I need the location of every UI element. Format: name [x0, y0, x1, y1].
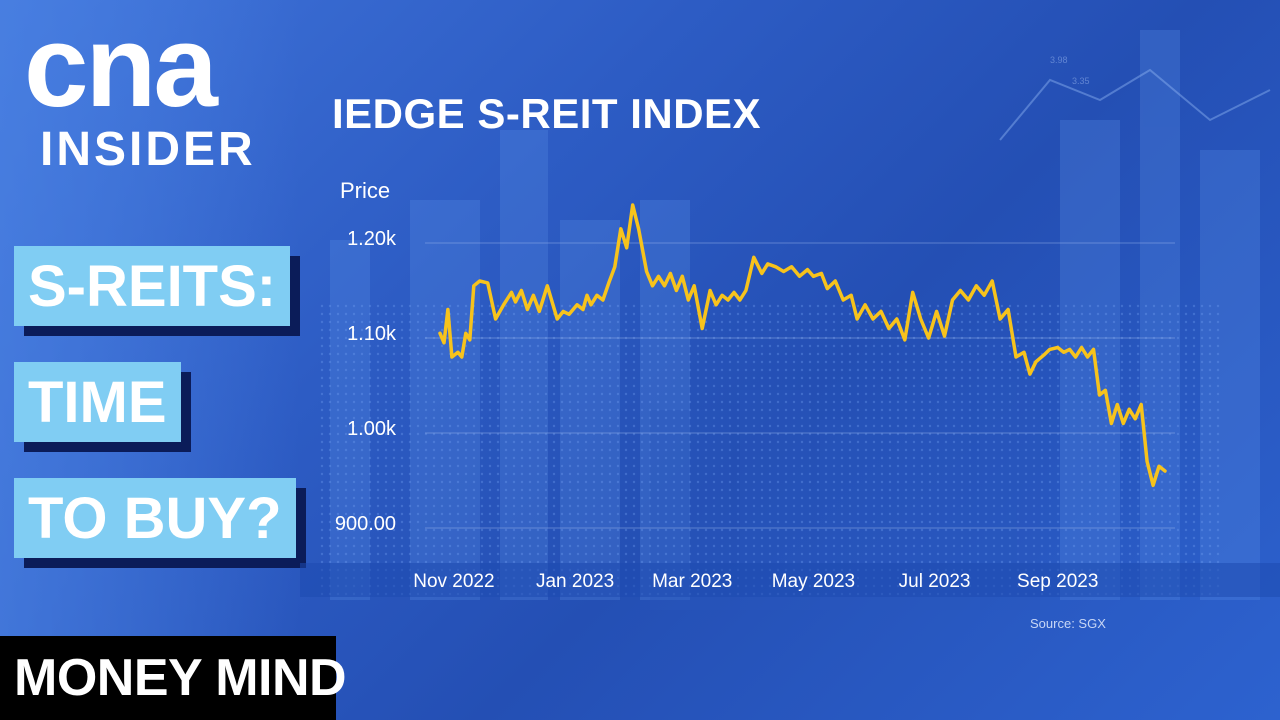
- x-tick-label: May 2023: [772, 571, 855, 592]
- chart-title: IEDGE S-REIT INDEX: [332, 90, 762, 137]
- logo-main-text: cna: [24, 1, 218, 131]
- y-tick-label: 900.00: [335, 513, 396, 535]
- svg-text:3.98: 3.98: [1050, 55, 1068, 65]
- y-tick-labels: 1.20k 1.10k 1.00k 900.00: [335, 228, 397, 535]
- x-axis-band: [300, 563, 1280, 597]
- headline-line-3: TO BUY?: [14, 478, 296, 558]
- logo-sub-text: INSIDER: [40, 123, 256, 176]
- headline-line-1: S-REITS:: [14, 246, 291, 326]
- cna-insider-logo: cna INSIDER: [24, 1, 256, 177]
- money-mind-brand: MONEY MIND: [0, 636, 347, 720]
- x-tick-label: Jan 2023: [536, 571, 614, 592]
- headline-line-2: TIME: [14, 362, 181, 442]
- x-tick-label: Sep 2023: [1017, 571, 1098, 592]
- y-tick-label: 1.20k: [347, 228, 397, 250]
- series-line: [438, 203, 1167, 488]
- x-tick-label: Mar 2023: [652, 571, 732, 592]
- gridlines: [425, 242, 1175, 529]
- y-axis-label: Price: [340, 178, 391, 203]
- source-note: Source: SGX: [1030, 616, 1106, 631]
- x-tick-label: Nov 2022: [413, 571, 494, 592]
- x-tick-label: Jul 2023: [899, 571, 971, 592]
- x-tick-labels: Nov 2022 Jan 2023 Mar 2023 May 2023 Jul 2023…: [413, 571, 1098, 592]
- y-tick-label: 1.10k: [347, 323, 397, 345]
- y-tick-label: 1.00k: [347, 418, 397, 440]
- svg-text:3.35: 3.35: [1072, 76, 1090, 86]
